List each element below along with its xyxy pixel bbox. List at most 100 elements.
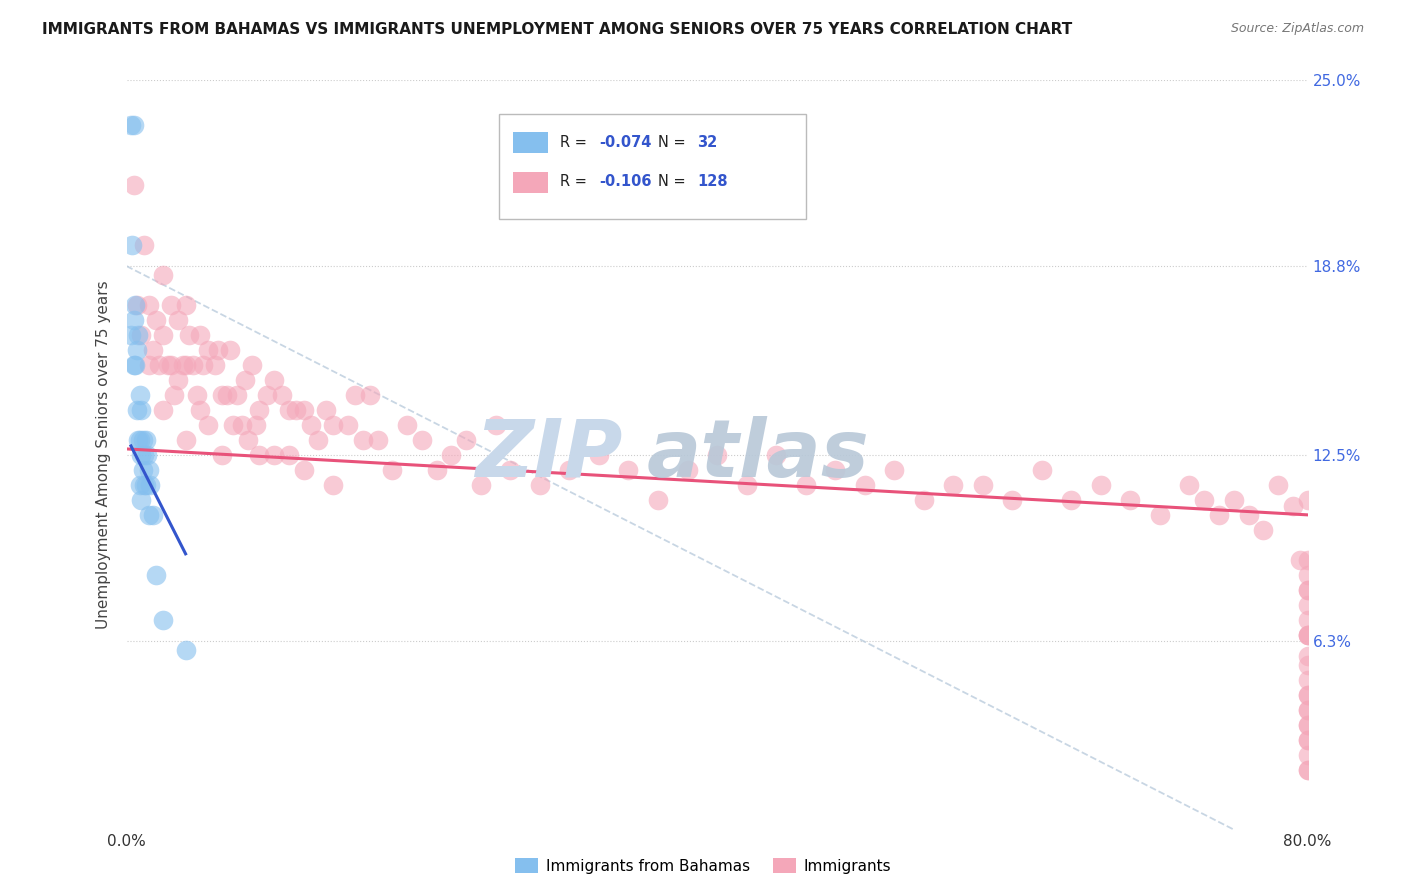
Point [617, 463, 640, 477]
Point [245, 417, 267, 432]
Point [558, 463, 581, 477]
Point [1296, 717, 1319, 731]
Point [1289, 553, 1312, 567]
Point [128, 478, 150, 492]
Point [174, 298, 197, 312]
Text: -0.106: -0.106 [599, 174, 651, 189]
Point [1296, 567, 1319, 582]
Point [136, 448, 159, 462]
Point [177, 328, 200, 343]
Point [278, 448, 301, 462]
Point [167, 373, 190, 387]
Point [1031, 463, 1053, 477]
Point [1296, 688, 1319, 702]
Point [1296, 657, 1319, 672]
Point [142, 508, 165, 522]
Point [134, 478, 156, 492]
Point [152, 328, 174, 343]
Point [204, 358, 226, 372]
Point [344, 388, 367, 402]
Text: -0.074: -0.074 [599, 135, 651, 150]
Point [222, 417, 245, 432]
Point [1237, 508, 1260, 522]
Point [207, 343, 229, 357]
Point [278, 403, 301, 417]
Point [174, 358, 197, 372]
Point [127, 328, 149, 343]
Point [128, 388, 150, 402]
Point [1208, 508, 1230, 522]
Point [135, 433, 157, 447]
Point [883, 463, 905, 477]
Point [160, 298, 183, 312]
Point [219, 343, 242, 357]
Point [193, 358, 215, 372]
Point [145, 567, 167, 582]
Point [163, 388, 186, 402]
Point [1296, 628, 1319, 642]
Point [129, 328, 153, 343]
Point [499, 463, 522, 477]
Point [1296, 703, 1319, 717]
Point [484, 417, 508, 432]
Point [211, 448, 233, 462]
Point [381, 463, 404, 477]
Point [853, 478, 876, 492]
Point [134, 448, 156, 462]
Point [263, 448, 285, 462]
Point [588, 448, 610, 462]
Point [125, 343, 148, 357]
Point [529, 478, 551, 492]
Point [263, 373, 285, 387]
Point [215, 388, 238, 402]
Point [128, 433, 150, 447]
Point [299, 417, 322, 432]
Point [1296, 763, 1319, 777]
Point [188, 328, 212, 343]
Point [367, 433, 389, 447]
Point [1296, 763, 1319, 777]
Point [1192, 492, 1215, 507]
Point [735, 478, 758, 492]
Point [706, 448, 728, 462]
Point [1296, 582, 1319, 597]
Point [396, 417, 419, 432]
Point [942, 478, 965, 492]
Point [186, 388, 208, 402]
Point [470, 478, 492, 492]
Point [1296, 598, 1319, 612]
Point [249, 448, 271, 462]
Point [181, 358, 204, 372]
Point [315, 403, 337, 417]
Point [1296, 732, 1319, 747]
Point [322, 478, 344, 492]
Point [337, 417, 360, 432]
Point [292, 463, 315, 477]
Point [256, 388, 278, 402]
Point [120, 118, 142, 132]
Point [132, 463, 155, 477]
Point [211, 388, 233, 402]
Point [138, 508, 160, 522]
Point [148, 358, 170, 372]
Point [121, 238, 143, 252]
Point [352, 433, 374, 447]
Point [824, 463, 846, 477]
Point [270, 388, 292, 402]
Legend: Immigrants from Bahamas, Immigrants: Immigrants from Bahamas, Immigrants [509, 852, 897, 880]
Point [1060, 492, 1083, 507]
Point [122, 178, 145, 193]
Point [174, 433, 197, 447]
Point [308, 433, 330, 447]
Point [359, 388, 381, 402]
Point [132, 433, 155, 447]
Point [285, 403, 308, 417]
Text: R =: R = [560, 135, 592, 150]
Point [912, 492, 935, 507]
Text: IMMIGRANTS FROM BAHAMAS VS IMMIGRANTS UNEMPLOYMENT AMONG SENIORS OVER 75 YEARS C: IMMIGRANTS FROM BAHAMAS VS IMMIGRANTS UN… [42, 22, 1073, 37]
Bar [513, 171, 548, 193]
Point [142, 343, 165, 357]
Point [233, 373, 256, 387]
Text: 32: 32 [697, 135, 717, 150]
Point [1296, 648, 1319, 663]
